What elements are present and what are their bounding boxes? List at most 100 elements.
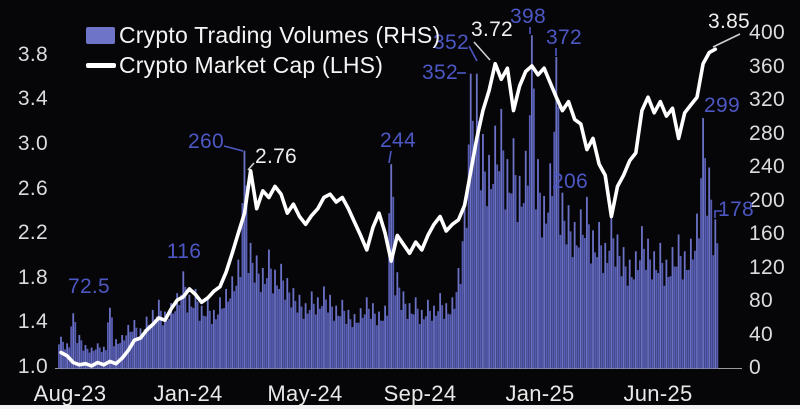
volume-bar bbox=[473, 144, 476, 369]
volume-bar bbox=[298, 294, 301, 369]
volume-bar bbox=[418, 323, 421, 369]
volume-bar bbox=[182, 271, 185, 369]
volume-bar bbox=[600, 245, 603, 369]
volume-bar bbox=[206, 299, 209, 369]
line-swatch-icon bbox=[86, 62, 116, 68]
y-axis-left-tick: 3.0 bbox=[17, 132, 48, 155]
volume-bar bbox=[700, 178, 702, 369]
volume-bar bbox=[200, 305, 203, 369]
volume-bar bbox=[259, 292, 262, 369]
volume-bar bbox=[109, 307, 111, 369]
volume-bar bbox=[288, 292, 291, 369]
volume-bar bbox=[229, 298, 232, 369]
bottom-border-strip bbox=[0, 405, 800, 409]
volume-bar bbox=[365, 297, 368, 369]
x-axis-tick-label: May-24 bbox=[267, 381, 343, 406]
volume-bar bbox=[318, 308, 321, 369]
marketcap-line bbox=[59, 47, 718, 368]
volume-bar bbox=[64, 349, 66, 369]
volume-bar bbox=[215, 319, 217, 369]
volume-bar bbox=[461, 241, 464, 369]
volume-bar bbox=[251, 262, 254, 369]
volume-bar bbox=[398, 287, 401, 369]
volume-bar bbox=[202, 315, 205, 369]
volume-bar bbox=[520, 206, 523, 369]
volume-bar bbox=[490, 189, 492, 369]
volume-bar bbox=[310, 291, 313, 369]
volume-bar bbox=[451, 297, 454, 369]
volume-bar bbox=[339, 316, 342, 369]
volume-bar bbox=[622, 247, 625, 369]
volume-bar bbox=[294, 300, 297, 369]
legend-label-volumes: Crypto Trading Volumes (RHS) bbox=[119, 21, 441, 48]
volume-bar bbox=[663, 285, 666, 369]
volume-bar bbox=[380, 320, 382, 369]
volume-bar bbox=[669, 276, 672, 369]
volume-bar bbox=[683, 251, 686, 369]
volume-bar bbox=[210, 323, 213, 369]
annotation-leader-line bbox=[473, 41, 491, 61]
annotation-volume-206: 206 bbox=[552, 170, 588, 193]
volume-bar bbox=[400, 309, 403, 369]
volume-bar bbox=[575, 245, 578, 369]
annotation-leader-line bbox=[714, 210, 722, 218]
volume-bar bbox=[245, 185, 248, 369]
annotation-volume-372: 372 bbox=[546, 26, 582, 49]
volume-bar bbox=[616, 234, 619, 369]
volume-bar bbox=[516, 222, 519, 369]
y-axis-right-tick: 400 bbox=[749, 21, 785, 44]
annotation-volume-299: 299 bbox=[704, 94, 740, 117]
legend: Crypto Trading Volumes (RHS) Crypto Mark… bbox=[86, 20, 440, 80]
volume-bar bbox=[626, 285, 629, 369]
volume-bar bbox=[614, 266, 617, 369]
volume-bar bbox=[284, 299, 287, 369]
y-axis-left-tick: 1.4 bbox=[17, 310, 48, 334]
volume-bar bbox=[145, 316, 148, 369]
volume-bar bbox=[137, 337, 140, 369]
volume-bar bbox=[166, 320, 168, 369]
volume-bar bbox=[104, 350, 107, 369]
volume-bar bbox=[704, 158, 707, 369]
volume-bar bbox=[217, 314, 219, 369]
volume-bar bbox=[86, 348, 89, 369]
volume-bar bbox=[82, 350, 85, 369]
annotation-marketcap-3.72: 3.72 bbox=[470, 18, 514, 41]
volume-bar bbox=[135, 327, 138, 369]
volume-bar bbox=[500, 108, 503, 369]
volume-bar bbox=[351, 327, 354, 369]
bar-swatch-icon bbox=[86, 26, 115, 44]
volume-bar bbox=[359, 308, 362, 369]
volume-bar bbox=[119, 343, 121, 369]
volume-bar bbox=[278, 288, 280, 369]
volume-bar bbox=[602, 273, 605, 369]
volume-bar bbox=[308, 309, 311, 369]
volume-bar bbox=[571, 257, 574, 369]
volume-bar bbox=[712, 255, 715, 369]
volume-bar bbox=[475, 73, 478, 369]
volume-bar bbox=[90, 347, 93, 369]
volume-bar bbox=[396, 272, 399, 369]
volume-bar bbox=[577, 247, 580, 369]
volume-bar bbox=[429, 310, 431, 369]
y-axis-left-tick: 3.8 bbox=[17, 42, 48, 66]
volume-bar bbox=[612, 238, 615, 369]
volume-bar bbox=[512, 138, 515, 369]
volume-bar bbox=[689, 238, 692, 369]
volume-bar bbox=[671, 247, 674, 369]
y-axis-right-tick: 80 bbox=[749, 289, 773, 312]
volume-bar bbox=[606, 262, 609, 369]
volume-bar bbox=[111, 317, 113, 369]
volume-bar bbox=[653, 251, 656, 369]
annotation-leader-line bbox=[247, 162, 255, 171]
volume-bar bbox=[263, 284, 266, 369]
volume-bar bbox=[675, 266, 678, 369]
volume-bar bbox=[706, 215, 709, 369]
volume-bar bbox=[634, 251, 637, 369]
volume-bar bbox=[581, 234, 584, 369]
x-axis-tick-label: Jan-25 bbox=[505, 381, 575, 406]
volume-bar bbox=[681, 279, 684, 369]
y-axis-right-tick: 0 bbox=[749, 356, 761, 379]
volume-bar bbox=[176, 293, 179, 369]
